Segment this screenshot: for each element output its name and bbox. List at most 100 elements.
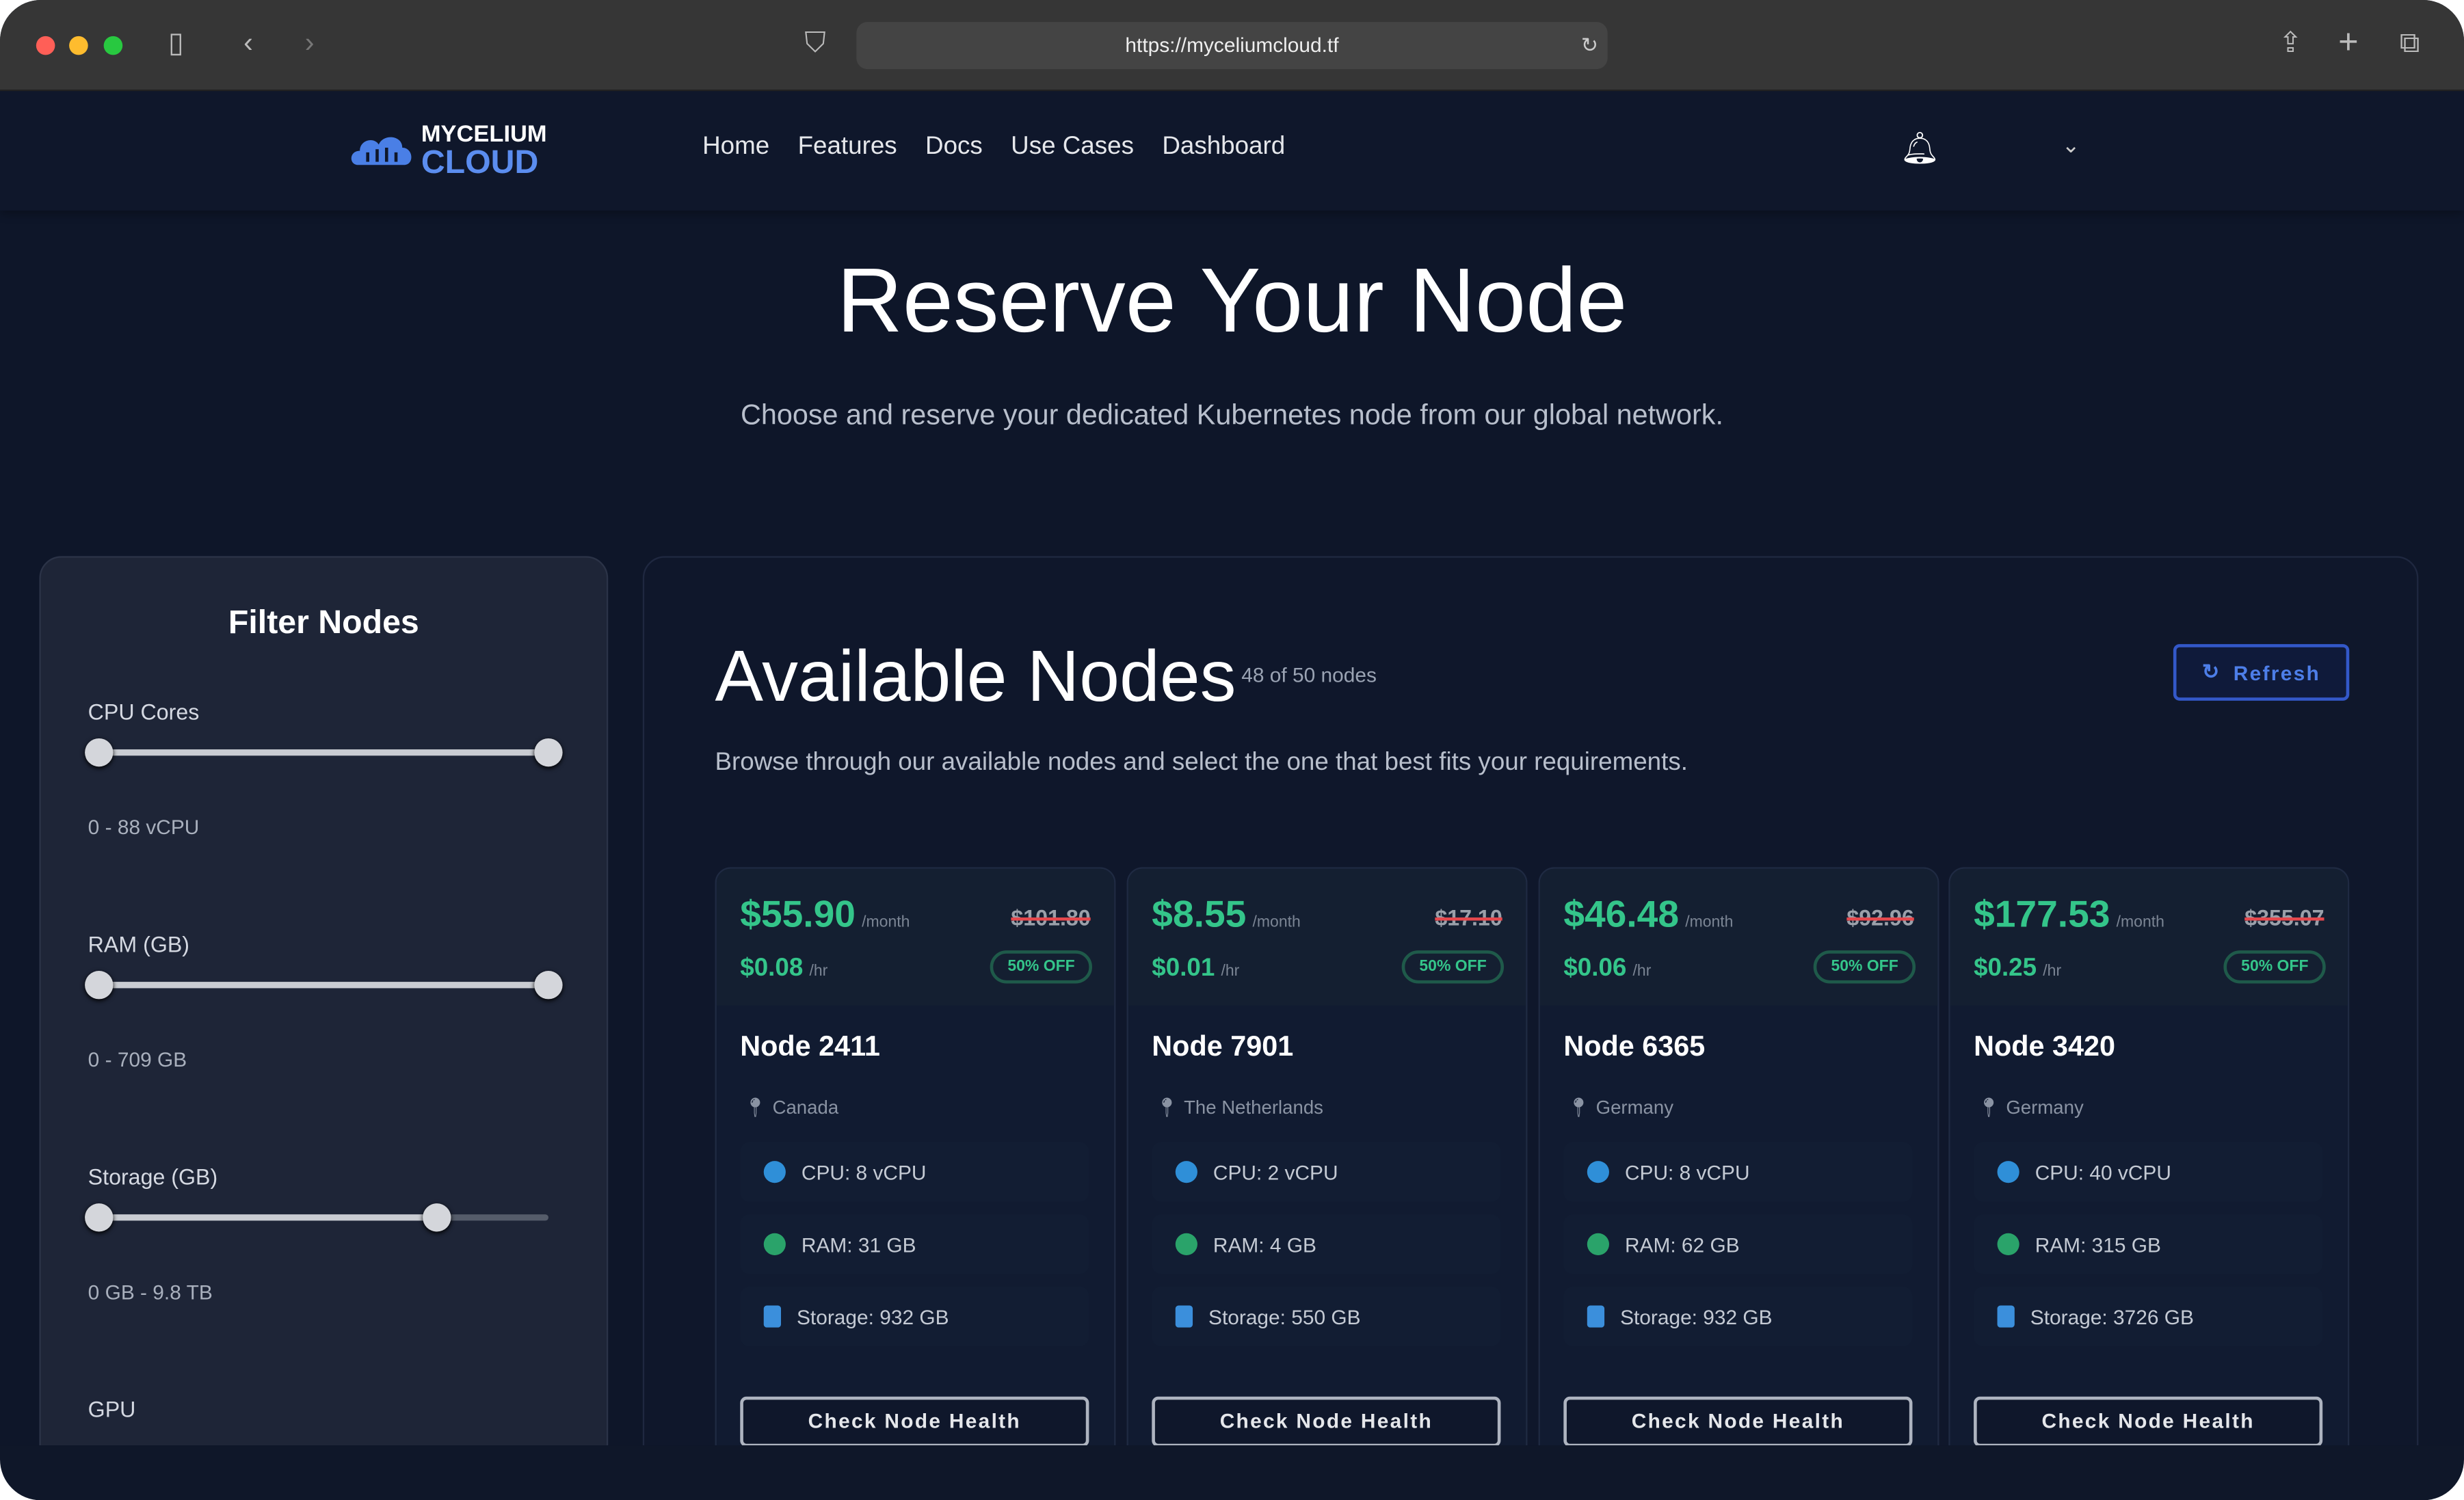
cpu-slider[interactable] bbox=[85, 738, 563, 767]
page: MYCELIUM CLOUD Home Features Docs Use Cas… bbox=[0, 91, 2464, 1446]
storage-text: Storage: 550 GB bbox=[1208, 1304, 1361, 1328]
node-card: $177.53/month $355.07 $0.25/hr 50% OFF N… bbox=[1948, 867, 2350, 1446]
cpu-spec: CPU: 8 vCPU bbox=[1563, 1142, 1913, 1202]
slider-min-handle[interactable] bbox=[85, 738, 114, 767]
address-bar[interactable]: https://myceliumcloud.tf ↻ bbox=[856, 22, 1608, 70]
storage-icon bbox=[1175, 1305, 1193, 1328]
node-location: 📍︎ Canada bbox=[743, 1097, 838, 1119]
hourly-value: $0.25 bbox=[1974, 955, 2037, 982]
slider-fill bbox=[98, 749, 548, 756]
location-text: The Netherlands bbox=[1184, 1096, 1323, 1119]
bell-icon[interactable]: 🔔︎ bbox=[1900, 132, 1940, 167]
map-pin-icon: 📍︎ bbox=[1566, 1096, 1591, 1119]
check-node-health-button[interactable]: Check Node Health bbox=[740, 1396, 1089, 1446]
cpu-text: CPU: 40 vCPU bbox=[2035, 1160, 2171, 1184]
maximize-window-button[interactable] bbox=[103, 36, 123, 55]
url-text: https://myceliumcloud.tf bbox=[1125, 33, 1339, 57]
check-node-health-button[interactable]: Check Node Health bbox=[1974, 1396, 2323, 1446]
node-name: Node 7901 bbox=[1152, 1030, 1294, 1062]
slider-max-handle[interactable] bbox=[534, 971, 563, 1000]
logo-line1: MYCELIUM bbox=[421, 120, 547, 148]
original-price: $17.10 bbox=[1435, 905, 1502, 930]
node-card: $8.55/month $17.10 $0.01/hr 50% OFF Node… bbox=[1126, 867, 1528, 1446]
ram-icon bbox=[1175, 1233, 1197, 1255]
monthly-price: $46.48/month bbox=[1563, 894, 1733, 937]
node-name: Node 2411 bbox=[740, 1030, 880, 1062]
logo-line2: CLOUD bbox=[421, 144, 539, 181]
storage-icon bbox=[1997, 1305, 2015, 1328]
location-text: Germany bbox=[1595, 1096, 1674, 1119]
tabs-overview-icon[interactable]: ⧉ bbox=[2399, 27, 2420, 59]
price-value: $55.90 bbox=[740, 894, 856, 937]
slider-min-handle[interactable] bbox=[85, 971, 114, 1000]
nodes-panel: Available Nodes 48 of 50 nodes ↻ Refresh … bbox=[642, 556, 2419, 1446]
location-text: Germany bbox=[2006, 1096, 2084, 1119]
cpu-label: CPU Cores bbox=[88, 699, 200, 725]
nav-docs[interactable]: Docs bbox=[925, 133, 983, 161]
hourly-unit: /hr bbox=[1632, 963, 1652, 980]
filter-panel: Filter Nodes CPU Cores 0 - 88 vCPU RAM (… bbox=[39, 556, 609, 1446]
storage-slider[interactable] bbox=[85, 1203, 548, 1232]
node-location: 📍︎ The Netherlands bbox=[1155, 1097, 1323, 1119]
check-node-health-button[interactable]: Check Node Health bbox=[1152, 1396, 1501, 1446]
ram-spec: RAM: 4 GB bbox=[1152, 1214, 1501, 1274]
filter-title: Filter Nodes bbox=[228, 604, 419, 641]
map-pin-icon: 📍︎ bbox=[1154, 1096, 1179, 1119]
sidebar-toggle-icon[interactable]: ▯ bbox=[168, 27, 184, 59]
price-unit: /month bbox=[2116, 914, 2164, 932]
cpu-spec: CPU: 2 vCPU bbox=[1152, 1142, 1501, 1202]
ram-text: RAM: 62 GB bbox=[1624, 1232, 1740, 1257]
nodes-title: Available Nodes bbox=[715, 634, 1236, 716]
share-icon[interactable]: ⇪ bbox=[2278, 27, 2303, 59]
storage-icon bbox=[763, 1305, 782, 1328]
price-header: $55.90/month $101.80 $0.08/hr 50% OFF bbox=[716, 868, 1115, 1006]
price-value: $8.55 bbox=[1152, 894, 1247, 937]
hourly-price: $0.08/hr bbox=[740, 955, 827, 983]
ram-slider[interactable] bbox=[85, 971, 563, 1000]
chevron-down-icon[interactable]: ⌄ bbox=[2061, 132, 2080, 157]
node-card: $46.48/month $92.96 $0.06/hr 50% OFF Nod… bbox=[1538, 867, 1939, 1446]
price-unit: /month bbox=[862, 914, 910, 932]
refresh-button[interactable]: ↻ Refresh bbox=[2173, 644, 2350, 701]
nav-features[interactable]: Features bbox=[797, 133, 897, 161]
forward-icon[interactable]: › bbox=[304, 27, 315, 59]
new-tab-icon[interactable]: + bbox=[2338, 22, 2359, 62]
price-header: $177.53/month $355.07 $0.25/hr 50% OFF bbox=[1950, 868, 2348, 1006]
ram-spec: RAM: 315 GB bbox=[1974, 1214, 2323, 1274]
ram-icon bbox=[763, 1233, 786, 1255]
reload-icon[interactable]: ↻ bbox=[1580, 33, 1598, 57]
hourly-price: $0.25/hr bbox=[1974, 955, 2061, 983]
check-node-health-button[interactable]: Check Node Health bbox=[1563, 1396, 1913, 1446]
slider-fill bbox=[98, 982, 548, 989]
nav-use-cases[interactable]: Use Cases bbox=[1011, 133, 1134, 161]
ram-range: 0 - 709 GB bbox=[88, 1047, 187, 1072]
back-icon[interactable]: ‹ bbox=[243, 27, 253, 59]
cpu-icon bbox=[1175, 1161, 1197, 1183]
location-text: Canada bbox=[772, 1096, 839, 1119]
logo[interactable]: MYCELIUM CLOUD bbox=[349, 120, 547, 181]
cpu-text: CPU: 2 vCPU bbox=[1213, 1160, 1338, 1184]
nav-home[interactable]: Home bbox=[702, 133, 770, 161]
cloud-logo-icon bbox=[351, 137, 412, 165]
hourly-unit: /hr bbox=[2043, 963, 2062, 980]
close-window-button[interactable] bbox=[36, 36, 55, 55]
cpu-icon bbox=[1587, 1161, 1609, 1183]
slider-max-handle[interactable] bbox=[421, 1203, 451, 1232]
ram-text: RAM: 31 GB bbox=[801, 1232, 916, 1257]
cpu-range: 0 - 88 vCPU bbox=[88, 815, 200, 840]
node-location: 📍︎ Germany bbox=[1977, 1097, 2084, 1119]
hourly-value: $0.08 bbox=[740, 955, 804, 982]
slider-min-handle[interactable] bbox=[85, 1203, 114, 1232]
storage-text: Storage: 932 GB bbox=[1620, 1304, 1773, 1328]
ram-text: RAM: 315 GB bbox=[2035, 1232, 2161, 1257]
storage-label: Storage (GB) bbox=[88, 1164, 218, 1190]
slider-max-handle[interactable] bbox=[534, 738, 563, 767]
price-unit: /month bbox=[1685, 914, 1734, 932]
shield-icon[interactable]: ⛉ bbox=[804, 27, 826, 59]
cpu-spec: CPU: 40 vCPU bbox=[1974, 1142, 2323, 1202]
nav-dashboard[interactable]: Dashboard bbox=[1162, 133, 1286, 161]
storage-spec: Storage: 3726 GB bbox=[1974, 1286, 2323, 1347]
refresh-icon: ↻ bbox=[2202, 660, 2221, 684]
minimize-window-button[interactable] bbox=[69, 36, 88, 55]
